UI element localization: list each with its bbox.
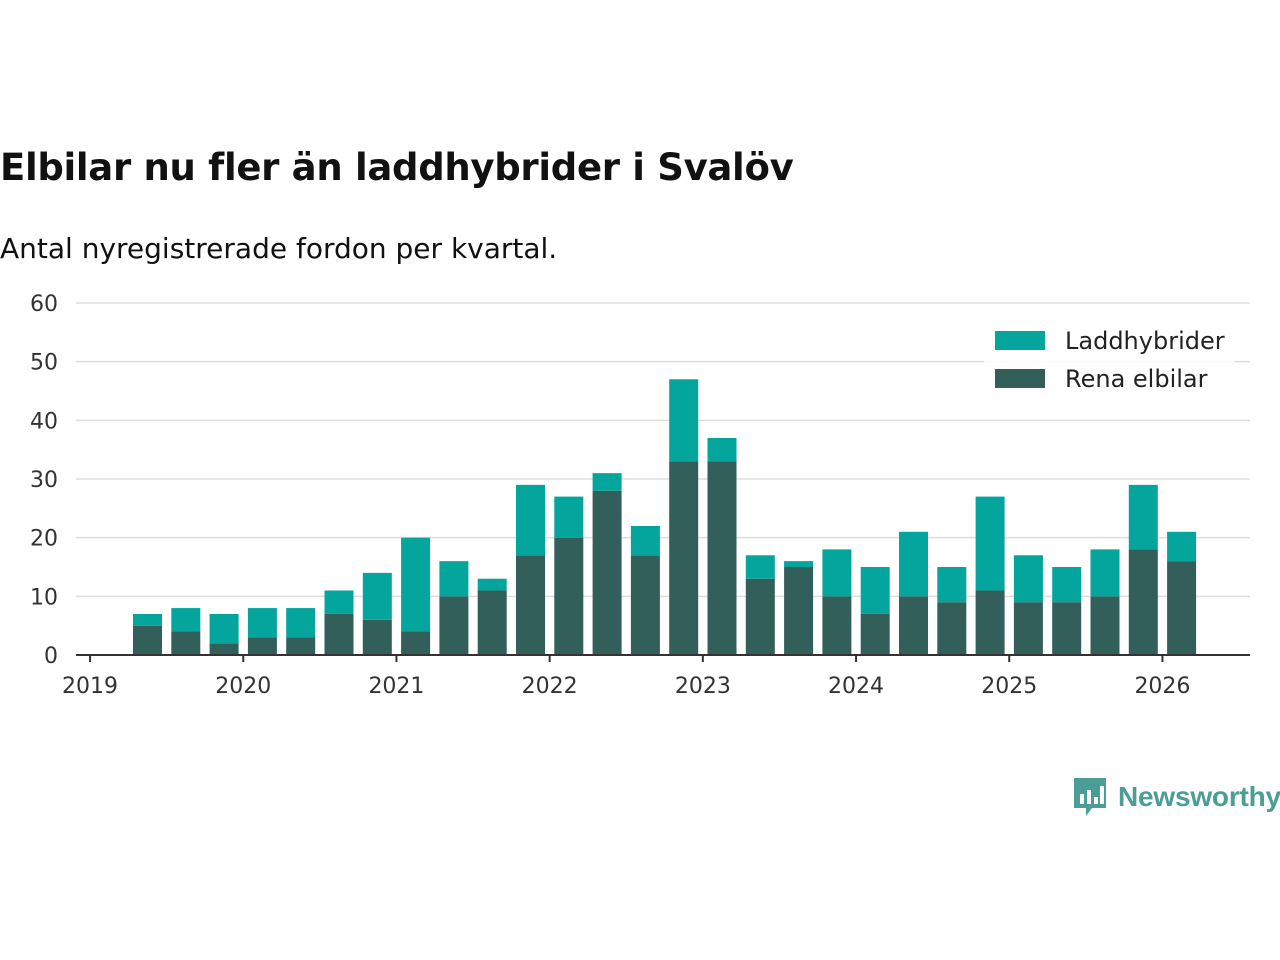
bar-laddhybrider: [707, 437, 737, 462]
chart-subtitle: Antal nyregistrerade fordon per kvartal.: [0, 232, 558, 265]
y-tick-label: 30: [30, 468, 58, 493]
bar-rena-elbilar: [1052, 602, 1082, 655]
bar-laddhybrider: [1128, 484, 1158, 550]
bar-rena-elbilar: [975, 590, 1005, 655]
bar-rena-elbilar: [439, 596, 469, 655]
bar-rena-elbilar: [899, 596, 928, 655]
x-tick-label: 2019: [62, 674, 118, 699]
brand-name: Newsworthy: [1118, 781, 1280, 812]
bar-laddhybrider: [516, 484, 545, 556]
bar-laddhybrider: [899, 531, 928, 597]
bars: [133, 379, 1197, 655]
bar-laddhybrider: [860, 567, 890, 614]
bar-laddhybrider: [362, 572, 392, 620]
bar-laddhybrider: [133, 613, 162, 626]
bar-rena-elbilar: [1167, 561, 1197, 655]
x-tick-label: 2020: [215, 674, 271, 699]
bar-rena-elbilar: [133, 625, 162, 655]
bar-rena-elbilar: [669, 461, 699, 655]
bar-rena-elbilar: [401, 631, 431, 655]
bar-laddhybrider: [286, 608, 316, 638]
y-tick-label: 10: [30, 585, 58, 610]
x-tick-label: 2026: [1134, 674, 1190, 699]
x-tick-label: 2021: [368, 674, 424, 699]
bar-laddhybrider: [554, 496, 584, 538]
legend-swatch-laddhybrider: [995, 331, 1045, 350]
bar-laddhybrider: [247, 608, 277, 638]
bar-rena-elbilar: [286, 637, 316, 655]
newsworthy-logo-icon: [1074, 778, 1106, 816]
bar-rena-elbilar: [1090, 596, 1120, 655]
bar-laddhybrider: [975, 496, 1005, 591]
bar-laddhybrider: [209, 613, 239, 644]
bar-laddhybrider: [439, 561, 469, 597]
bar-rena-elbilar: [1013, 602, 1043, 655]
bar-laddhybrider: [477, 578, 507, 591]
bar-rena-elbilar: [745, 578, 775, 655]
bar-rena-elbilar: [362, 619, 392, 655]
x-tick-label: 2025: [981, 674, 1037, 699]
bar-laddhybrider: [1013, 555, 1043, 603]
legend: Laddhybrider Rena elbilar: [984, 322, 1234, 406]
gridlines: [76, 302, 1250, 598]
x-tick-label: 2022: [522, 674, 578, 699]
x-tick-label: 2023: [675, 674, 731, 699]
bar-rena-elbilar: [554, 537, 584, 655]
legend-swatch-rena-elbilar: [995, 369, 1045, 388]
bar-rena-elbilar: [477, 590, 507, 655]
bar-rena-elbilar: [247, 637, 277, 655]
legend-label-rena-elbilar: Rena elbilar: [1065, 365, 1208, 393]
bar-laddhybrider: [669, 379, 699, 462]
bar-laddhybrider: [784, 561, 814, 567]
bar-rena-elbilar: [784, 567, 814, 655]
bar-laddhybrider: [1167, 531, 1197, 562]
y-tick-label: 40: [30, 409, 58, 434]
newsworthy-logo: Newsworthy: [1072, 776, 1280, 818]
chart-title: Elbilar nu fler än laddhybrider i Svalöv: [0, 146, 794, 189]
bar-laddhybrider: [324, 590, 354, 614]
bar-rena-elbilar: [1128, 549, 1158, 655]
bar-laddhybrider: [745, 555, 775, 579]
bar-laddhybrider: [937, 567, 967, 603]
bar-rena-elbilar: [707, 461, 737, 655]
y-tick-label: 60: [30, 292, 58, 317]
x-axis: 2019 2020 2021 2022 2023 2024 2025 2026: [62, 654, 1250, 699]
bar-rena-elbilar: [630, 555, 660, 655]
bar-rena-elbilar: [860, 613, 890, 655]
bar-laddhybrider: [1052, 567, 1082, 603]
bar-rena-elbilar: [937, 602, 967, 655]
y-tick-label: 0: [44, 644, 58, 669]
bar-rena-elbilar: [324, 613, 354, 655]
bar-laddhybrider: [592, 473, 622, 491]
y-axis-ticks: 0 10 20 30 40 50 60: [30, 292, 58, 669]
bar-laddhybrider: [401, 537, 431, 632]
bar-laddhybrider: [822, 549, 852, 597]
bar-rena-elbilar: [209, 643, 239, 655]
x-tick-label: 2024: [828, 674, 884, 699]
bar-laddhybrider: [171, 608, 201, 632]
legend-label-laddhybrider: Laddhybrider: [1065, 327, 1225, 355]
bar-rena-elbilar: [822, 596, 852, 655]
bar-rena-elbilar: [516, 555, 545, 655]
bar-laddhybrider: [630, 525, 660, 556]
bar-rena-elbilar: [592, 490, 622, 655]
bar-rena-elbilar: [171, 631, 201, 655]
bar-laddhybrider: [1090, 549, 1120, 597]
y-tick-label: 50: [30, 351, 58, 376]
y-tick-label: 20: [30, 527, 58, 552]
